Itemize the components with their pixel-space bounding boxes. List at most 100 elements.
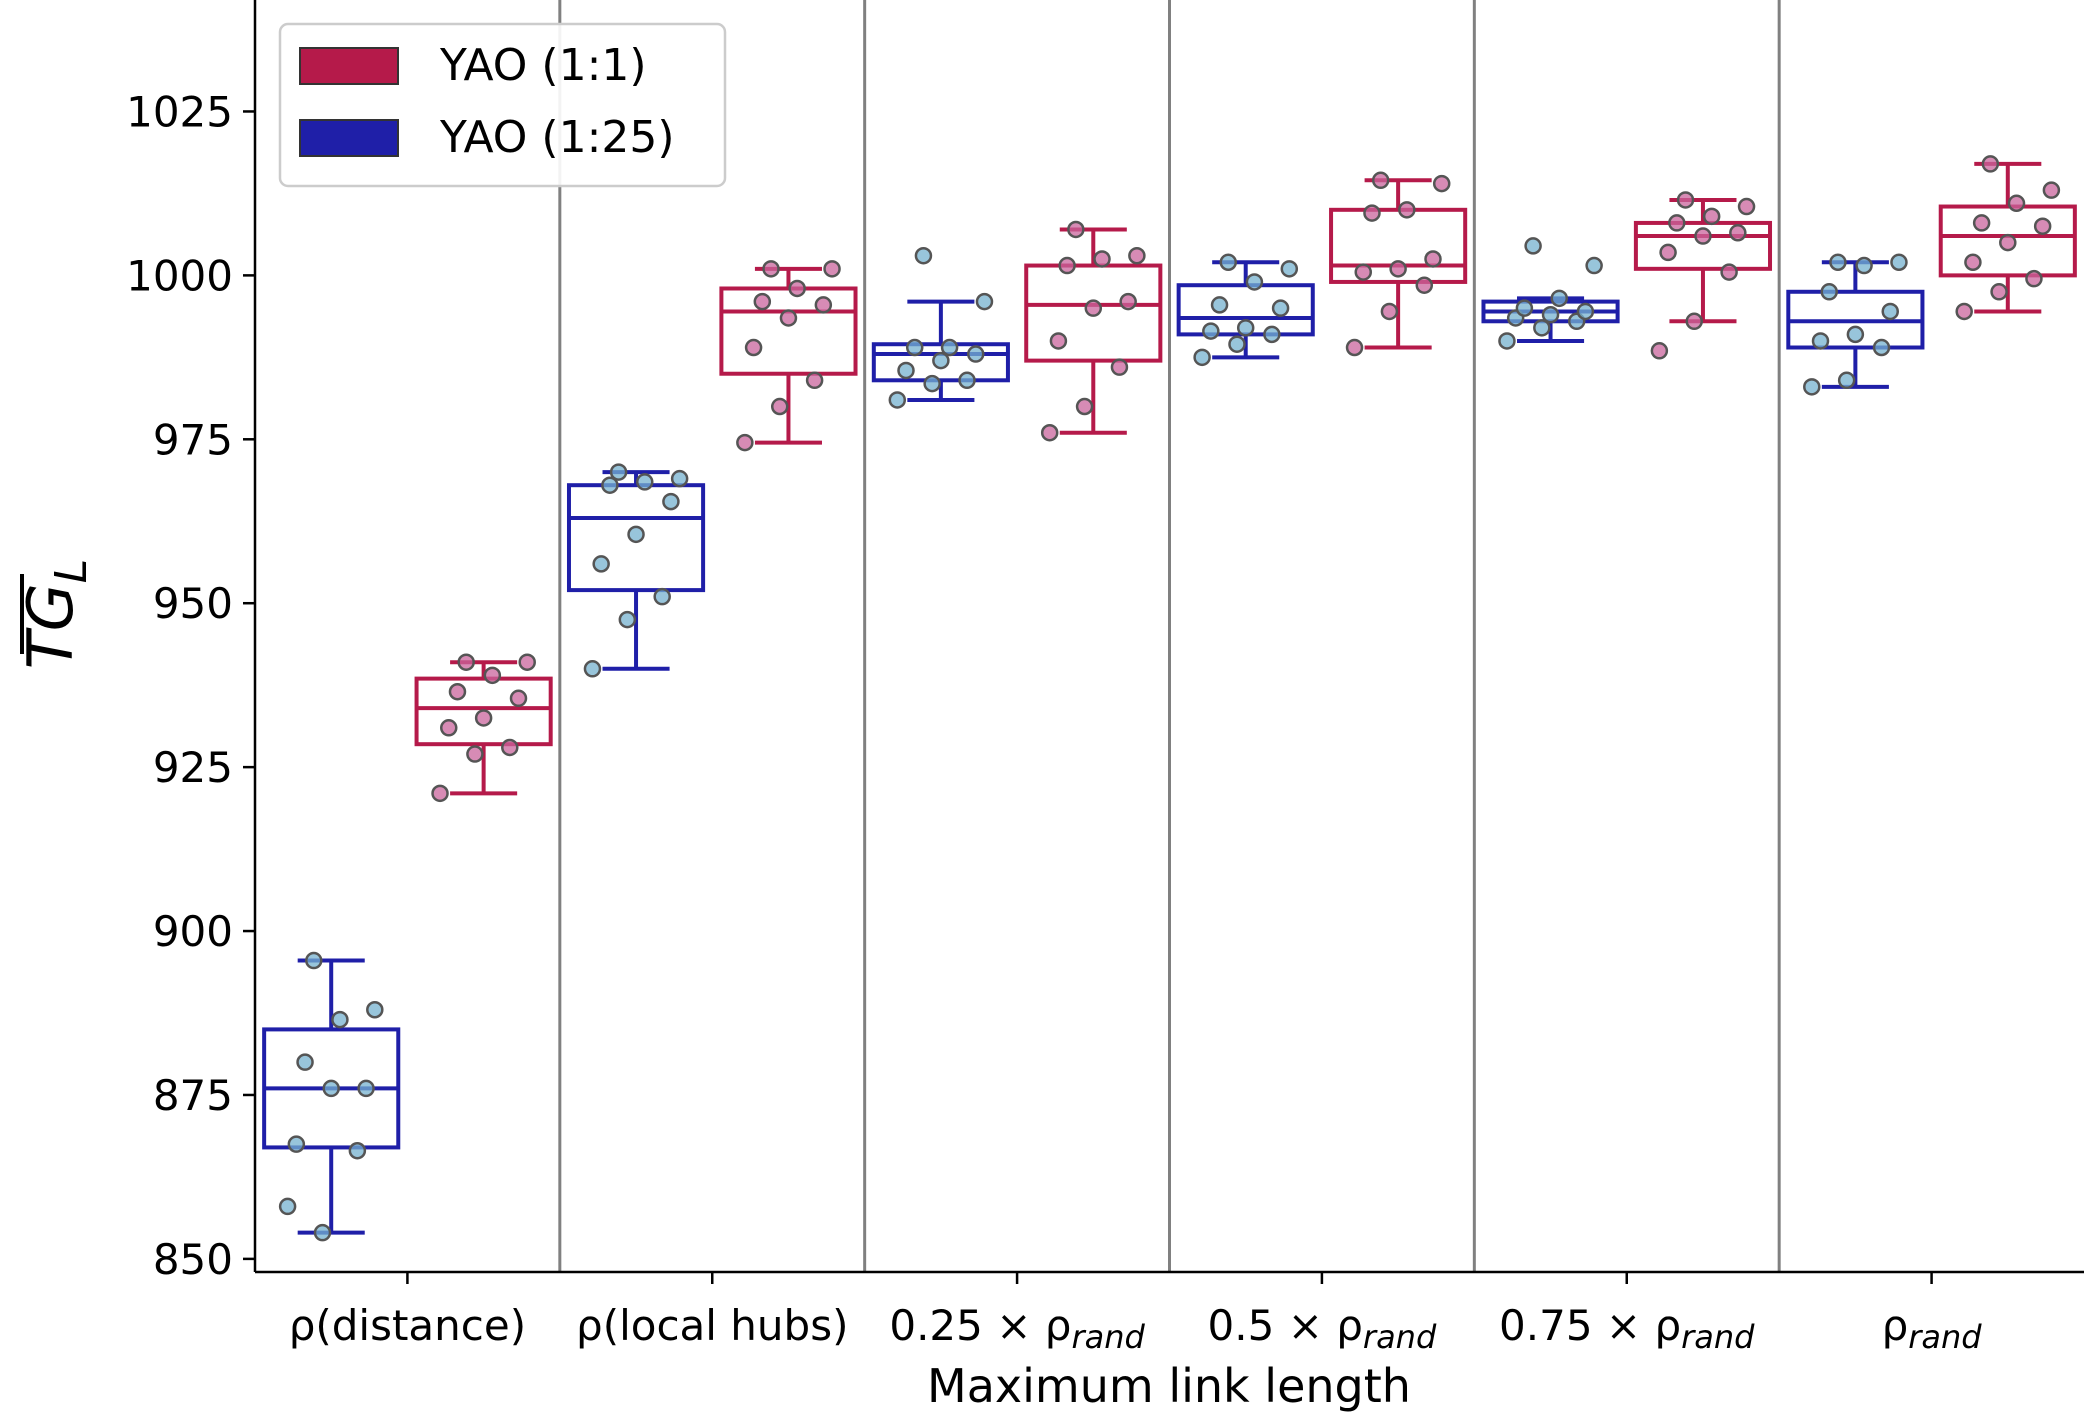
data-point — [448, 682, 467, 701]
legend-label: YAO (1:25) — [439, 112, 675, 163]
data-point — [518, 653, 536, 671]
data-point — [1737, 197, 1756, 216]
x-tick-label: ρ(distance) — [289, 1301, 526, 1350]
data-point — [905, 338, 924, 357]
data-point — [1803, 378, 1821, 396]
data-point — [1363, 204, 1381, 222]
data-point — [601, 476, 619, 494]
data-point — [2007, 194, 2026, 213]
data-point — [1972, 214, 1991, 232]
box — [1633, 220, 1773, 271]
data-point — [1676, 191, 1695, 209]
data-point — [305, 951, 323, 970]
x-axis-label: Maximum link length — [927, 1359, 1411, 1413]
data-point — [2042, 181, 2061, 199]
y-tick-label: 925 — [153, 743, 233, 792]
data-point — [1049, 332, 1068, 350]
data-point — [583, 660, 602, 678]
legend: YAO (1:1) YAO (1:25) — [278, 22, 727, 188]
data-point — [1263, 325, 1281, 344]
data-point — [1550, 289, 1569, 308]
data-point — [1694, 227, 1712, 245]
data-point — [888, 391, 907, 409]
data-point — [1702, 207, 1721, 226]
data-point — [1058, 256, 1076, 275]
data-point — [662, 492, 680, 511]
data-point — [1829, 253, 1847, 272]
data-point — [296, 1053, 314, 1071]
data-point — [278, 1197, 297, 1216]
box — [871, 342, 1010, 383]
data-point — [357, 1079, 375, 1098]
data-point — [1236, 319, 1255, 337]
data-point — [1981, 155, 2000, 173]
data-point — [1650, 342, 1669, 360]
data-point — [932, 351, 950, 370]
data-point — [975, 292, 994, 311]
scatter-points — [278, 155, 2061, 1242]
data-point — [736, 433, 754, 452]
data-point — [923, 374, 941, 393]
data-point — [1354, 263, 1373, 281]
data-point — [1424, 250, 1442, 268]
data-point — [1280, 260, 1299, 278]
data-point — [1210, 296, 1229, 314]
data-point — [1432, 174, 1451, 193]
box — [1024, 263, 1163, 363]
data-point — [313, 1223, 332, 1242]
data-point — [618, 610, 637, 629]
data-point — [966, 345, 985, 363]
data-point — [483, 666, 502, 685]
data-point — [366, 1000, 384, 1019]
data-point — [457, 653, 475, 671]
x-tick-label: 0.75 × ρrand — [1499, 1301, 1755, 1356]
data-point — [2033, 217, 2052, 235]
data-point — [331, 1010, 349, 1029]
data-point — [1119, 292, 1137, 311]
data-point — [1389, 260, 1407, 278]
data-point — [431, 784, 449, 803]
data-point — [1093, 250, 1111, 268]
y-tick-label: 850 — [153, 1235, 233, 1284]
data-point — [287, 1135, 306, 1153]
data-point — [1371, 171, 1390, 190]
data-point — [940, 338, 959, 357]
data-point — [744, 338, 763, 357]
y-axis-ticks: 850 875 900 925 950 975 1000 1025 — [126, 87, 255, 1284]
data-point — [1999, 233, 2017, 252]
svg-text:TGL: TGL — [14, 559, 97, 669]
data-point — [1872, 338, 1891, 357]
data-point — [1498, 332, 1516, 350]
category-separators — [558, 0, 1781, 1272]
data-point — [627, 525, 645, 544]
data-point — [1659, 243, 1677, 262]
data-point — [2025, 269, 2043, 288]
data-point — [653, 587, 671, 606]
legend-swatch — [299, 119, 399, 157]
data-point — [1990, 283, 2008, 301]
data-point — [805, 371, 824, 390]
data-point — [1881, 302, 1899, 321]
data-point — [466, 745, 484, 763]
data-point — [501, 738, 519, 757]
data-point — [1811, 332, 1830, 350]
data-point — [1955, 302, 1973, 321]
x-axis-ticks: ρ(distance) ρ(local hubs) 0.25 × ρrand 0.5 … — [289, 1272, 1982, 1356]
data-point — [474, 709, 493, 727]
box — [414, 676, 553, 747]
y-tick-label: 900 — [153, 907, 233, 956]
data-point — [440, 719, 458, 737]
legend-label: YAO (1:1) — [439, 40, 647, 91]
data-point — [1585, 256, 1603, 275]
data-point — [636, 473, 654, 491]
data-point — [1193, 348, 1211, 367]
y-axis-label-subscript: L — [46, 559, 97, 584]
axes — [253, 0, 2084, 1274]
y-axis-label: TGL — [14, 559, 97, 669]
y-tick-label: 1025 — [126, 87, 233, 136]
data-point — [1541, 305, 1560, 324]
data-point — [770, 397, 789, 416]
data-point — [823, 260, 841, 278]
data-point — [1040, 423, 1059, 442]
data-point — [897, 361, 915, 380]
